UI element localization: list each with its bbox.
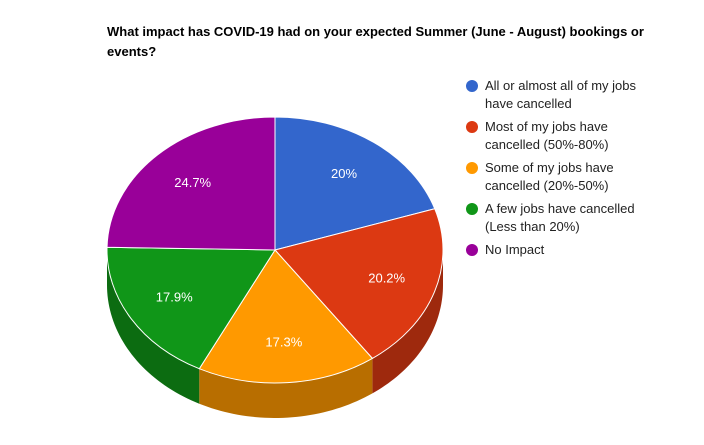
legend: All or almost all of my jobs have cancel… <box>466 77 666 264</box>
data-label: 17.9% <box>156 289 193 304</box>
legend-label: Most of my jobs have cancelled (50%-80%) <box>485 119 609 152</box>
slice-side <box>372 250 443 394</box>
legend-label: A few jobs have cancelled (Less than 20%… <box>485 201 635 234</box>
legend-item: Most of my jobs have cancelled (50%-80%) <box>466 118 666 154</box>
legend-item: No Impact <box>466 241 666 259</box>
slice-side <box>199 358 373 418</box>
chart-title: What impact has COVID-19 had on your exp… <box>107 24 644 59</box>
legend-label: All or almost all of my jobs have cancel… <box>485 78 636 111</box>
legend-item: All or almost all of my jobs have cancel… <box>466 77 666 113</box>
legend-marker <box>466 162 478 174</box>
pie-slice <box>274 208 444 360</box>
data-label: 17.3% <box>265 334 302 349</box>
legend-marker <box>466 244 478 256</box>
pie-slice <box>198 249 374 384</box>
legend-item: A few jobs have cancelled (Less than 20%… <box>466 200 666 236</box>
legend-item: Some of my jobs have cancelled (20%-50%) <box>466 159 666 195</box>
legend-marker <box>466 121 478 133</box>
pie-slice <box>106 246 276 370</box>
legend-marker <box>466 203 478 215</box>
data-label: 24.7% <box>174 175 211 190</box>
pie-slice <box>274 116 436 251</box>
slice-side <box>107 250 200 404</box>
pie-slice <box>106 116 276 251</box>
data-label: 20% <box>331 166 357 181</box>
legend-marker <box>466 80 478 92</box>
legend-label: Some of my jobs have cancelled (20%-50%) <box>485 160 614 193</box>
data-label: 20.2% <box>368 271 405 286</box>
legend-label: No Impact <box>485 242 545 257</box>
